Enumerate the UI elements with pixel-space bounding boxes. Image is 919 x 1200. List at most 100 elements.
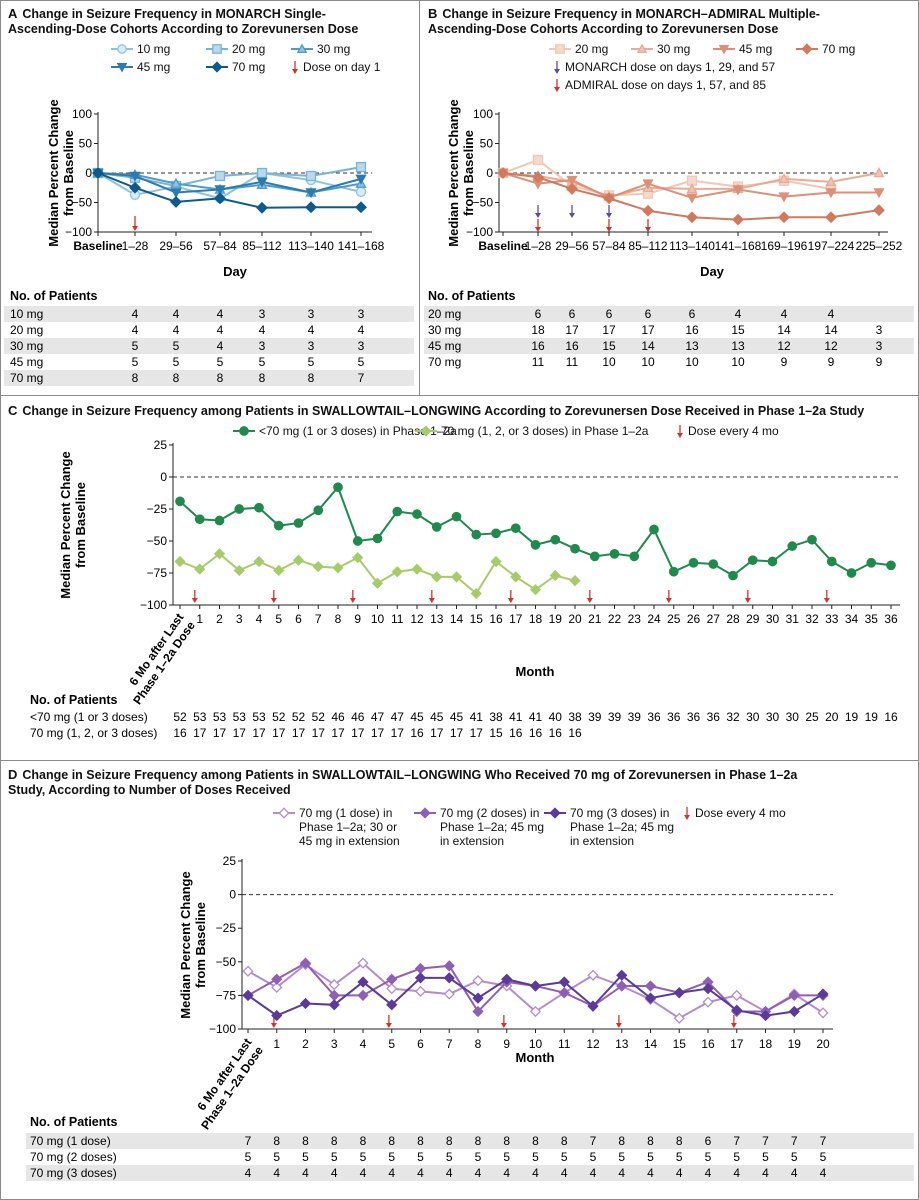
dose-arrow-icon [586,590,593,603]
table-cell: 4 [360,1166,367,1180]
y-tick-label: −25 [147,502,168,516]
data-point [305,170,317,182]
data-point [702,983,714,995]
data-point [529,980,542,992]
series-line [502,172,879,199]
diamond-marker-icon [796,43,818,55]
x-tick-label: 57–84 [592,239,626,253]
x-tick-label: 5 [388,1037,395,1051]
dose-arrow-icon [744,590,751,603]
table-cell: 4 [331,1166,338,1180]
data-point [759,1009,772,1022]
data-point [372,533,383,544]
table-cell: 5 [676,1150,683,1164]
x-tick-label: 4 [256,612,263,626]
x-axis-label: Month [516,1050,555,1065]
table-cell: 16 [549,726,563,740]
data-point [214,515,225,526]
table-cell: 17 [371,726,385,740]
data-point [355,201,367,214]
table-cell: 8 [475,1134,482,1148]
x-tick-label: 29–56 [159,239,193,253]
dose-arrow-icon [569,205,575,218]
table-row-label: 45 mg [10,355,43,369]
y-tick-label: −50 [216,955,237,969]
table-row-label: 70 mg (3 doses) [30,1166,117,1180]
table-cell: 47 [371,710,385,724]
table-cell: 7 [820,1134,827,1148]
data-point [443,972,455,984]
diamond-marker-icon [414,807,436,819]
y-tick-label: 0 [486,166,493,180]
data-point [873,188,885,199]
table-cell: 39 [608,710,622,724]
x-tick-label: 197–224 [808,239,855,253]
x-tick-label: 29 [746,612,760,626]
data-point [242,989,254,1002]
table-cell: 5 [173,339,180,353]
legend-label: 70 mg (1 dose) in Phase 1–2a; 30 or 45 m… [299,806,400,848]
y-tick-label: −100 [140,598,167,612]
x-tick-label: 22 [608,612,622,626]
data-point [589,551,600,562]
y-tick-label: 50 [79,137,93,151]
x-tick-label: 113–140 [669,239,715,253]
x-tick-label: 34 [845,612,859,626]
data-point [886,560,896,571]
table-cell: 39 [628,710,642,724]
x-tick-label: 30 [766,612,780,626]
table-cell: 19 [845,710,859,724]
table-cell: 4 [647,1166,654,1180]
table-cell: 5 [132,355,139,369]
data-point [414,972,427,984]
table-row-label: 70 mg [10,371,43,385]
data-point [826,556,837,567]
data-point [732,185,744,196]
legend-item: 20 mg [548,42,608,56]
table-cell: 8 [259,371,266,385]
data-point [825,211,837,224]
table-cell: 10 [602,355,616,369]
down-arrow-icon [554,61,560,74]
square-marker-icon [206,44,228,54]
dose-arrow-icon [615,1015,622,1028]
x-tick-label: 32 [805,612,819,626]
table-cell: 3 [358,339,365,353]
data-point [702,996,714,1008]
table-cell: 5 [173,355,180,369]
data-point [846,568,857,578]
legend-item: 10 mg [110,42,170,56]
table-cell: 8 [676,1134,683,1148]
data-point [443,988,455,1000]
data-point [414,962,427,975]
table-cell: 16 [529,726,543,740]
table-cell: 53 [193,710,207,724]
table-cell: 3 [259,339,266,353]
table-cell: 36 [707,710,721,724]
down-arrow-icon [292,61,298,74]
y-tick-label: 25 [154,438,168,452]
data-point [532,154,544,166]
legend-item: <70 mg (1 or 3 doses) in Phase 1–2a [232,424,457,438]
series-2 [174,548,581,600]
table-row-label: 70 mg (2 doses) [30,1150,117,1164]
x-tick-label: 16 [701,1037,715,1051]
data-point [549,569,561,582]
table-cell: 5 [245,1150,252,1164]
table-cell: 16 [173,726,187,740]
table-cell: 36 [667,710,681,724]
y-tick-label: −50 [473,196,494,210]
y-axis-label-line: from Baseline [61,130,76,216]
table-cell: 12 [777,339,791,353]
table-cell: 7 [733,1134,740,1148]
data-point [616,980,628,992]
table-cell: 4 [781,307,788,321]
x-tick-label: 8 [475,1037,482,1051]
table-cell: 53 [213,710,227,724]
table-cell: 52 [312,710,326,724]
table-cell: 17 [430,726,444,740]
legend-item: 20 mg [205,42,265,56]
table-cell: 5 [647,1150,654,1164]
table-cell: 30 [746,710,760,724]
data-point [256,201,268,214]
